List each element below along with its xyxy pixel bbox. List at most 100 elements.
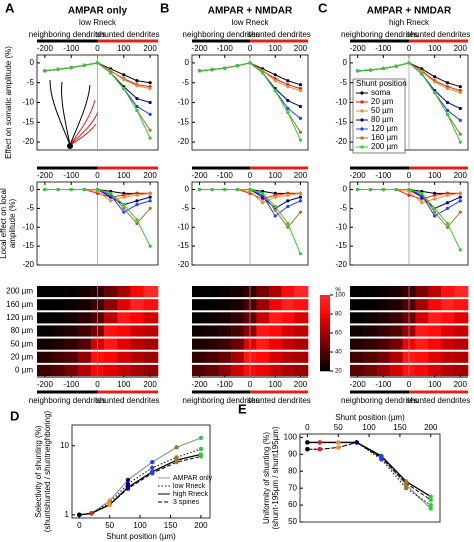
x-tick-label: 100 (269, 380, 283, 389)
x-tick-label: -200 (192, 171, 209, 180)
y-axis-label: (shunt-195µm / shunt195µm) (271, 426, 280, 529)
heat-cell (143, 312, 159, 324)
colorbar-segment (320, 352, 330, 357)
heat-cell (37, 338, 52, 350)
x-tick-label: 100 (428, 44, 442, 53)
panel-title: AMPAR + NMDAR (367, 6, 452, 17)
heat-cell (218, 364, 232, 376)
colorbar-segment (320, 336, 330, 341)
y-tick-label: -20 (22, 137, 34, 146)
heat-cell (256, 338, 270, 350)
region-label: neighboring dendrites (29, 30, 106, 39)
heat-cell (376, 351, 391, 363)
heat-cell (192, 325, 207, 337)
heat-cell (231, 338, 244, 350)
data-point (403, 485, 409, 491)
heat-cell (441, 312, 455, 324)
region-label: shunted dendrites (407, 396, 471, 405)
data-point (135, 104, 139, 109)
data-point (197, 69, 202, 73)
heat-cell (77, 299, 92, 311)
region-bar (192, 390, 250, 394)
colorbar-segment (320, 317, 330, 322)
heat-cell (364, 299, 378, 311)
heat-cell (350, 325, 365, 337)
colorbar-segment (320, 333, 330, 338)
data-point (305, 447, 310, 452)
heat-cell (441, 325, 455, 337)
data-point (148, 87, 152, 91)
x-tick-label: 200 (294, 380, 308, 389)
panel-title: AMPAR + NMDAR (208, 6, 293, 17)
y-tick-label: 100 (284, 432, 298, 441)
data-point (433, 80, 437, 84)
heat-cell (130, 351, 144, 363)
heat-cell (192, 299, 207, 311)
data-point (458, 91, 462, 95)
colorbar-tick-label: 100 (335, 293, 346, 299)
x-tick-label: 200 (454, 380, 468, 389)
data-point (69, 187, 73, 192)
data-point (261, 191, 265, 195)
heat-cell (428, 364, 442, 376)
heat-cell (415, 325, 429, 337)
data-point (368, 68, 373, 72)
data-point (286, 193, 290, 197)
heat-cell (192, 351, 207, 363)
heat-cell (389, 351, 403, 363)
data-point (445, 221, 450, 226)
legend-box (352, 78, 406, 154)
heat-cell (64, 364, 79, 376)
data-point (198, 454, 204, 459)
heat-cell (256, 351, 270, 363)
region-bar (192, 166, 250, 170)
region-bar (37, 390, 98, 394)
heat-cell (218, 312, 232, 324)
panel-letter: A (5, 0, 15, 15)
row-label: 200 µm (6, 287, 33, 296)
heat-cell (231, 325, 244, 337)
panel-subtitle: low Rneck (79, 18, 117, 27)
data-point (148, 206, 152, 211)
y-axis-label: (shuntshunted / shuntneighboring) (43, 410, 52, 532)
data-point (82, 63, 86, 67)
x-tick-label: -200 (350, 380, 367, 389)
colorbar-label: % (335, 288, 341, 294)
heat-cell (130, 338, 144, 350)
y-tick-label: -5 (182, 204, 190, 213)
x-tick-label: 0 (248, 380, 253, 389)
data-point (122, 203, 126, 207)
data-point (125, 486, 131, 491)
x-tick-label: 0 (95, 380, 100, 389)
panel-subtitle: high Rneck (389, 18, 430, 27)
x-tick-label: -100 (63, 380, 80, 389)
data-point (122, 210, 126, 214)
heat-cell (205, 299, 219, 311)
heat-cell (205, 338, 219, 350)
data-point (210, 68, 214, 72)
legend-label: 160 µm (371, 133, 398, 142)
data-point (223, 66, 227, 70)
x-tick-label: 200 (143, 380, 157, 389)
x-tick-label: -200 (37, 380, 54, 389)
heat-cell (415, 312, 429, 324)
data-point (135, 108, 139, 113)
legend-marker (360, 118, 364, 122)
data-point (122, 77, 126, 82)
data-point (122, 206, 126, 211)
heat-cell (218, 338, 232, 350)
heat-cell (64, 299, 79, 311)
y-tick-label: -10 (335, 222, 347, 231)
region-bar (350, 39, 409, 43)
y-tick-label: -5 (27, 78, 35, 87)
data-point (433, 75, 437, 79)
row-label: 20 µm (11, 352, 34, 361)
region-label: shunted dendrites (247, 396, 311, 405)
legend-title: Shunt position (356, 79, 407, 88)
y-tick-label: -15 (177, 117, 189, 126)
legend-marker (360, 136, 364, 140)
heat-cell (104, 299, 118, 311)
region-bar (250, 390, 308, 394)
heat-cell (37, 364, 52, 376)
